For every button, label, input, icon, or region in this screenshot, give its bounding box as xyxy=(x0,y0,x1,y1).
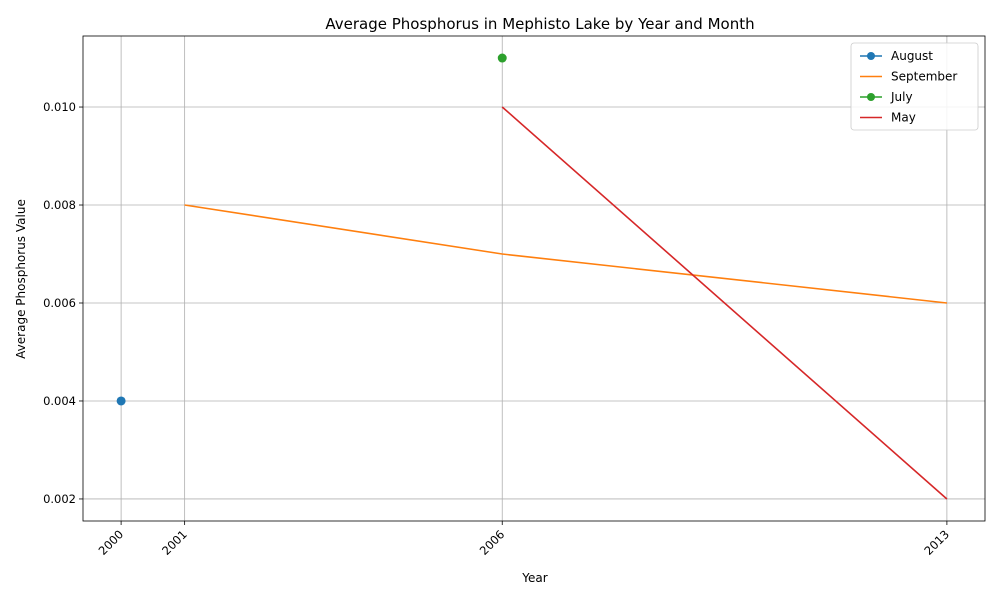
series-september xyxy=(184,204,947,304)
x-tick-label: 2013 xyxy=(921,527,952,558)
y-tick-label: 0.010 xyxy=(43,100,76,114)
series-july xyxy=(497,53,507,63)
y-axis-ticks: 0.002 0.004 0.006 0.008 0.010 xyxy=(43,100,83,506)
series-line-september xyxy=(184,204,947,304)
y-tick-label: 0.004 xyxy=(43,394,76,408)
x-axis-label: Year xyxy=(521,571,547,585)
legend: August September July May xyxy=(850,42,979,131)
legend-item-may: May xyxy=(860,111,916,125)
legend-label-august: August xyxy=(891,49,933,63)
legend-label-july: July xyxy=(890,90,913,104)
legend-item-august: August xyxy=(860,49,933,63)
legend-label-may: May xyxy=(891,111,916,125)
legend-marker-july xyxy=(867,93,875,101)
y-tick-label: 0.008 xyxy=(43,198,76,212)
legend-item-july: July xyxy=(860,90,913,104)
grid-lines xyxy=(83,36,985,521)
legend-marker-august xyxy=(867,52,875,60)
legend-item-september: September xyxy=(860,70,957,84)
chart-title: Average Phosphorus in Mephisto Lake by Y… xyxy=(325,15,754,33)
x-tick-label: 2001 xyxy=(159,527,190,558)
legend-label-september: September xyxy=(891,70,957,84)
y-axis-label: Average Phosphorus Value xyxy=(14,199,28,359)
y-tick-label: 0.006 xyxy=(43,296,76,310)
data-point-august xyxy=(116,396,126,406)
series-august xyxy=(116,396,126,406)
legend-box xyxy=(850,42,979,131)
plot-frame xyxy=(82,35,986,522)
series-line-may xyxy=(501,106,948,500)
series-may xyxy=(501,106,948,500)
data-point-july xyxy=(497,53,507,63)
x-tick-label: 2000 xyxy=(96,527,127,558)
y-tick-label: 0.002 xyxy=(43,492,76,506)
x-axis-ticks: 2000 2001 2006 2013 xyxy=(96,521,952,558)
series-layer xyxy=(116,53,948,500)
x-tick-label: 2006 xyxy=(477,527,508,558)
